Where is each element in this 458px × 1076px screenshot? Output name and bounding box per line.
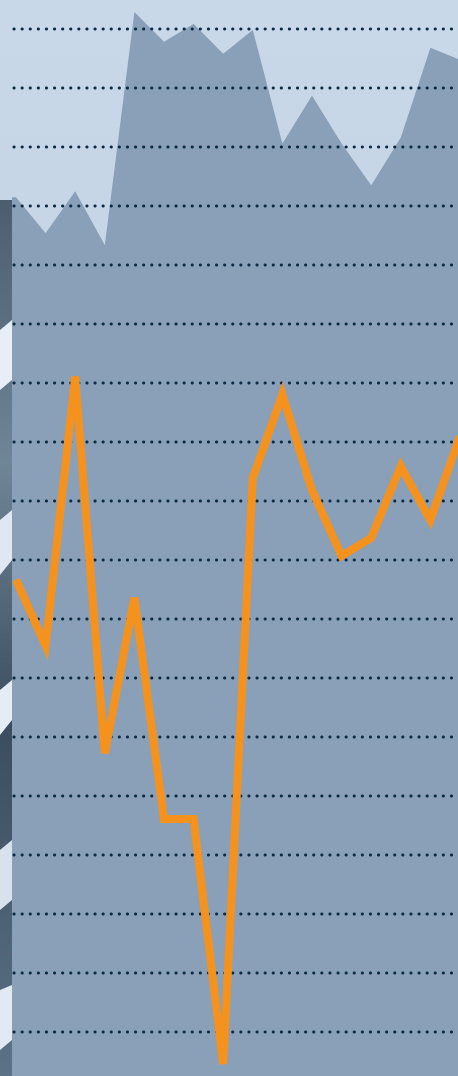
line-point	[74, 376, 76, 378]
line-point	[311, 489, 313, 491]
line-point	[252, 477, 254, 479]
line-series	[12, 376, 458, 1065]
line-point	[45, 645, 47, 647]
line-point	[104, 752, 106, 754]
line-point	[163, 818, 165, 820]
line-point	[429, 519, 431, 521]
line-point	[222, 1063, 224, 1065]
line-point	[341, 555, 343, 557]
line-point	[193, 818, 195, 820]
area-series	[12, 12, 458, 1076]
line-series-path	[12, 376, 458, 1065]
line-point	[281, 394, 283, 395]
line-point	[400, 465, 402, 467]
line-point	[370, 537, 372, 539]
area-fill	[12, 12, 458, 1076]
line-point	[133, 597, 135, 599]
line-point	[15, 579, 17, 581]
